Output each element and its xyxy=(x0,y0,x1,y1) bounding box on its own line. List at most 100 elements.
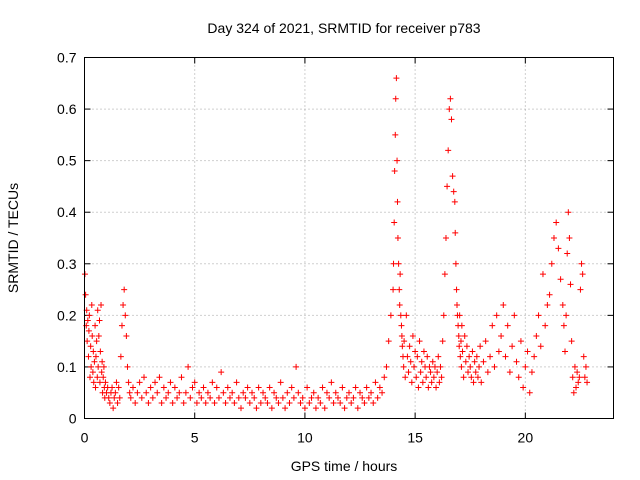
data-point xyxy=(480,358,487,365)
data-point xyxy=(275,400,282,407)
data-point xyxy=(251,394,258,401)
data-point xyxy=(97,348,104,355)
data-point xyxy=(403,312,410,319)
y-tick-label: 0.4 xyxy=(57,204,77,220)
data-point xyxy=(226,394,233,401)
data-point xyxy=(260,389,267,396)
data-point xyxy=(145,400,152,407)
data-point xyxy=(446,106,453,113)
data-point xyxy=(306,400,313,407)
data-point xyxy=(402,374,409,381)
data-point xyxy=(562,348,569,355)
data-point xyxy=(111,394,118,401)
data-point xyxy=(506,369,513,376)
data-points xyxy=(81,75,591,412)
data-point xyxy=(332,389,339,396)
data-point xyxy=(174,394,181,401)
data-point xyxy=(456,312,463,319)
data-point xyxy=(84,317,91,324)
data-point xyxy=(542,322,549,329)
axis-ticks: 0 5 10 15 20 0 0.1 0.2 0.3 0.4 0.5 0.6 0.7 xyxy=(57,50,614,446)
data-point xyxy=(509,343,516,350)
data-point xyxy=(435,353,442,360)
data-point xyxy=(400,363,407,370)
data-point xyxy=(346,389,352,396)
data-point xyxy=(89,332,96,339)
data-point xyxy=(99,358,106,365)
data-point xyxy=(513,358,520,365)
data-point xyxy=(571,363,578,370)
data-point xyxy=(266,384,273,391)
data-point xyxy=(87,343,94,350)
data-point xyxy=(176,389,183,396)
data-point xyxy=(462,358,469,365)
data-point xyxy=(569,374,576,381)
data-point xyxy=(526,389,533,396)
data-point xyxy=(277,379,284,386)
data-point xyxy=(244,384,251,391)
data-point xyxy=(567,281,574,288)
data-point xyxy=(456,343,463,350)
data-point xyxy=(357,389,364,396)
data-point xyxy=(317,400,324,407)
data-point xyxy=(158,400,165,407)
data-point xyxy=(100,374,107,381)
data-point xyxy=(391,219,398,226)
data-point xyxy=(405,369,412,376)
data-point xyxy=(576,374,583,381)
data-point xyxy=(504,322,511,329)
data-point xyxy=(361,400,368,407)
data-point xyxy=(423,374,430,381)
data-point xyxy=(537,343,544,350)
data-point xyxy=(438,374,445,381)
data-point xyxy=(337,400,344,407)
data-point xyxy=(301,405,308,412)
data-point xyxy=(437,363,444,370)
data-point xyxy=(399,343,406,350)
data-point xyxy=(185,363,192,370)
data-point xyxy=(125,379,132,386)
data-point xyxy=(209,379,216,386)
data-point xyxy=(409,332,416,339)
data-point xyxy=(222,400,229,407)
data-point xyxy=(447,95,454,102)
data-point xyxy=(115,384,122,391)
data-point xyxy=(86,312,93,319)
data-point xyxy=(440,312,447,319)
data-point xyxy=(539,271,546,278)
data-point xyxy=(352,384,359,391)
data-point xyxy=(326,394,333,401)
data-point xyxy=(354,405,361,412)
data-point xyxy=(160,384,167,391)
data-point xyxy=(563,312,570,319)
data-point xyxy=(560,322,567,329)
data-point xyxy=(394,198,401,205)
data-point xyxy=(200,384,207,391)
data-point xyxy=(85,353,92,360)
data-point xyxy=(433,384,440,391)
data-point xyxy=(398,322,405,329)
y-tick-label: 0.5 xyxy=(57,153,77,169)
data-point xyxy=(502,353,509,360)
data-point xyxy=(127,394,134,401)
data-point xyxy=(419,379,426,386)
data-point xyxy=(394,235,401,241)
data-point xyxy=(109,384,116,391)
data-point xyxy=(471,358,478,365)
data-point xyxy=(268,405,275,412)
data-point xyxy=(425,384,432,391)
data-point xyxy=(191,379,198,386)
data-point xyxy=(237,405,244,412)
data-point xyxy=(474,374,481,381)
data-point xyxy=(293,363,300,370)
data-point xyxy=(445,147,452,154)
data-point xyxy=(548,260,555,267)
data-point xyxy=(154,389,161,396)
data-point xyxy=(427,369,434,376)
data-point xyxy=(152,379,159,386)
data-point xyxy=(570,389,577,396)
y-tick-label: 0.7 xyxy=(57,50,77,66)
data-point xyxy=(249,389,256,396)
data-point xyxy=(163,394,170,401)
data-point xyxy=(396,286,403,293)
